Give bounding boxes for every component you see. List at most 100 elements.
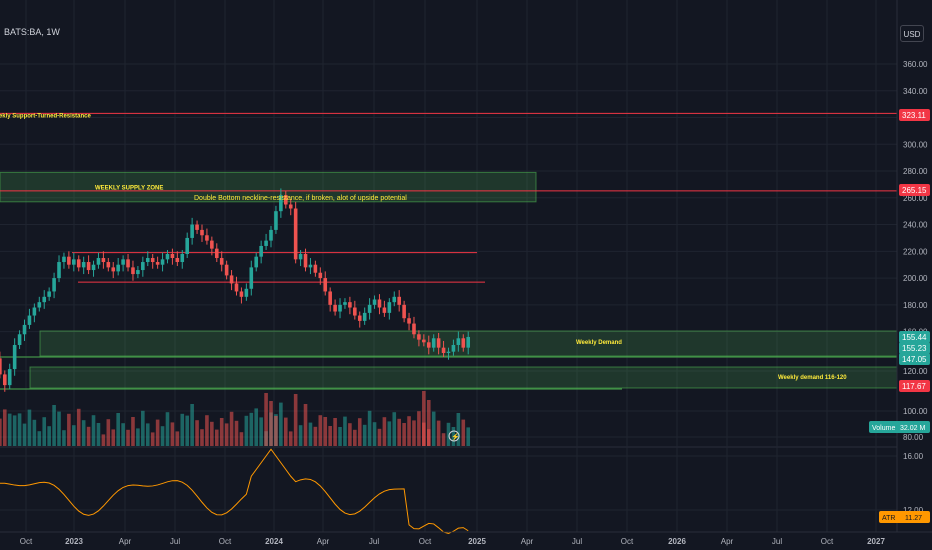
candle-body [12,344,17,370]
candle-body [62,256,66,263]
candle-body [81,262,86,268]
volume-bar [195,420,199,446]
price-label-text: 147.05 [902,355,927,364]
volume-bar [131,417,135,446]
volume-bar [17,413,22,446]
candle-body [170,253,175,259]
volume-bar [259,417,263,446]
volume-bar [2,409,7,446]
candle-body [57,262,61,279]
candle-body [318,272,323,279]
candle-body [338,304,342,312]
time-axis[interactable]: Oct 2023 Apr Jul Oct 2024 Apr Jul Oct 2025 Apr Jul O… [0,531,932,546]
price-label-text: 323.11 [902,111,926,120]
candle-body [446,351,451,354]
atr-badge-value: 11.27 [905,515,922,522]
volume-badge [869,421,930,433]
line-label: Weekly Support-Turned-Resistance [0,113,91,119]
candle-body [407,318,411,324]
atr-line [0,448,469,534]
volume-bar [274,416,278,446]
volume-bar [219,418,224,446]
price-label-box [899,331,930,343]
volume-bar [298,425,303,446]
time-tick-label: Oct [219,537,232,546]
currency-button[interactable]: USD [900,25,924,42]
candle-body [67,256,71,265]
volume-bar [136,428,140,446]
zone-box [0,171,537,203]
candle-body [303,253,308,268]
price-tick-label: 100.00 [903,407,928,416]
candle-body [372,299,377,305]
time-tick-label: Oct [621,537,634,546]
volume-bar [0,418,2,446]
volume-bar [22,423,27,446]
time-tick-label: 2027 [867,537,885,546]
volume-bar [456,413,461,446]
grid-layer [0,0,897,532]
candle-body [205,235,209,241]
volume-bar [422,391,426,446]
candle-body [451,344,456,352]
candle-body [180,253,185,263]
atr-line [0,448,469,534]
candle-body [111,267,116,272]
volume-bar [441,433,446,446]
volume-badge-value: 32.02 M [900,425,925,432]
price-tick-label: 80.00 [903,433,924,442]
volume-bar [451,427,456,446]
volume-bar [318,415,323,446]
candle-body [210,240,214,249]
candle-body [269,229,273,241]
candle-body [121,259,125,265]
volume-bar [407,416,411,446]
candle-body [382,307,387,313]
volume-bar [279,402,283,446]
volume-bar [387,421,392,446]
volume-bar [402,423,406,446]
volume-bar [239,432,244,446]
volume-bar [185,415,189,446]
volume-bar [308,422,313,446]
volume-bar [150,432,155,446]
volume-bar [57,411,61,446]
price-label-box [899,380,930,392]
volume-bar [180,413,185,446]
atr-tick-label: 16.00 [903,452,924,461]
volume-bar [348,423,352,446]
price-axis-background [897,0,932,550]
volume-bar [62,430,66,446]
candle-body [42,296,47,303]
volume-bar [288,431,293,446]
candle-body [239,291,244,297]
price-tick-label: 260.00 [903,194,928,203]
candle-body [461,338,466,348]
volume-bar [52,405,56,446]
volume-bar [254,408,259,446]
candle-body [131,267,135,275]
candle-body [116,264,120,272]
candle-body [362,312,367,321]
volume-bar [436,420,441,446]
volume-bar [264,393,268,446]
candle-body [190,224,194,238]
candle-body [456,338,461,345]
candle-body [101,258,106,263]
volume-bar [234,420,239,446]
candle-body [426,342,431,348]
candle-body [160,259,165,265]
volume-bar [42,417,47,446]
volume-bar [27,409,32,446]
price-tick-label: 280.00 [903,167,928,176]
price-label-box [899,109,930,121]
volume-bar [249,412,254,446]
price-axis[interactable]: 360.00340.00320.00300.00280.00260.00240.… [869,0,932,550]
volume-bar [160,426,165,446]
horizontal-lines-layer [0,112,897,390]
volume-bar [145,423,150,446]
candle-body [27,315,32,325]
time-tick-label: 2025 [468,537,486,546]
volume-bar [333,418,337,446]
